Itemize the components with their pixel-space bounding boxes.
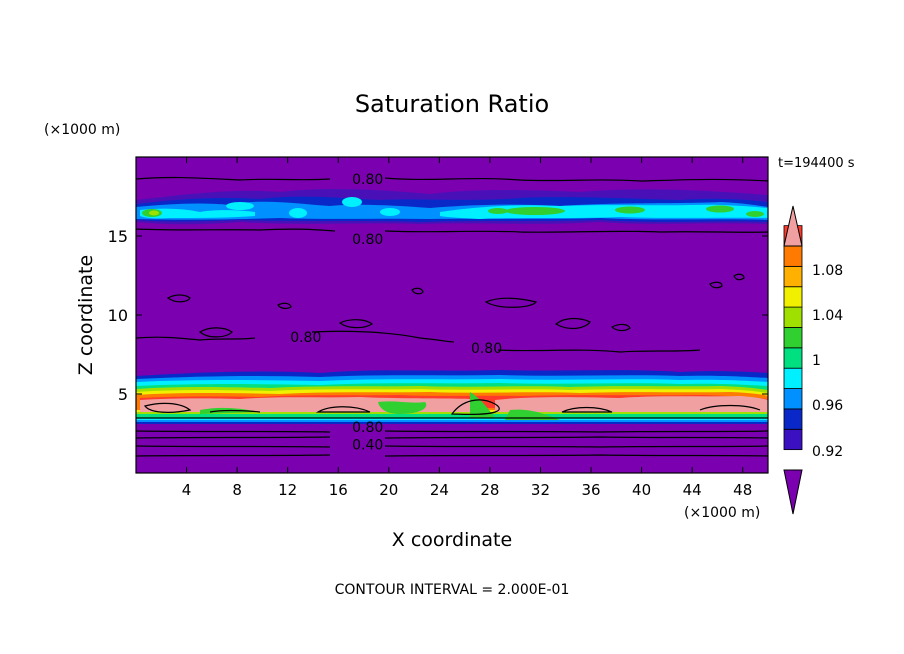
contour-label: 0.80: [352, 232, 383, 248]
y-tick-label: 5: [118, 385, 128, 404]
colorbar-swatch: [783, 367, 803, 389]
contour-labels: 0.80 0.80 0.80 0.80 0.80 0.40: [290, 172, 502, 453]
x-axis-ticks: 4 8 12 16 20 24 28 32 36 40 44 48: [182, 157, 752, 499]
x-tick-label: 40: [632, 481, 651, 499]
colorbar-swatch: [783, 327, 803, 349]
x-tick-label: 36: [581, 481, 600, 499]
x-tick-label: 16: [329, 481, 348, 499]
x-tick-label: 28: [480, 481, 499, 499]
y-unit-label: (×1000 m): [44, 122, 120, 138]
upper-band: [136, 188, 768, 225]
colorbar-swatch: [783, 408, 803, 430]
lower-band: [136, 370, 768, 424]
x-tick-label: 8: [232, 481, 242, 499]
y-tick-label: 15: [108, 227, 128, 246]
y-tick-label: 10: [108, 306, 128, 325]
colorbar-label: 1.08: [812, 263, 843, 279]
x-unit-label: (×1000 m): [684, 505, 760, 521]
time-label: t=194400 s: [778, 156, 855, 171]
x-tick-label: 44: [683, 481, 702, 499]
y-axis-label: Z coordinate: [75, 255, 97, 375]
colorbar-over-triangle: [783, 205, 803, 247]
contour-interval-footer: CONTOUR INTERVAL = 2.000E-01: [335, 582, 570, 598]
colorbar-label: 1: [812, 353, 821, 369]
colorbar-label: 0.96: [812, 398, 843, 414]
colorbar: 0.92 0.96 1 1.04 1.08: [783, 205, 843, 515]
x-tick-label: 24: [430, 481, 449, 499]
colorbar-swatch: [783, 428, 803, 451]
colorbar-swatch: [783, 306, 803, 328]
contour-label: 0.80: [290, 330, 321, 346]
contour-lines: [136, 176, 768, 457]
contour-label: 0.80: [471, 341, 502, 357]
contour-label: 0.40: [352, 438, 383, 454]
contour-label: 0.80: [352, 172, 383, 188]
contour-label: 0.80: [352, 420, 383, 436]
colorbar-label: 0.92: [812, 444, 843, 460]
colorbar-under-triangle: [783, 469, 803, 515]
colorbar-swatch: [783, 286, 803, 308]
y-axis-ticks: 5 10 15: [108, 227, 768, 404]
x-tick-label: 32: [531, 481, 550, 499]
chart-title: Saturation Ratio: [355, 90, 549, 118]
surface-layer: [136, 424, 768, 473]
colorbar-swatch: [783, 245, 803, 267]
x-axis-label: X coordinate: [392, 529, 512, 551]
saturation-field: [136, 157, 768, 473]
colorbar-label: 1.04: [812, 308, 843, 324]
colorbar-swatch: [783, 347, 803, 369]
x-tick-label: 20: [379, 481, 398, 499]
colorbar-swatch: [783, 388, 803, 410]
x-tick-label: 4: [182, 481, 192, 499]
colorbar-swatch: [783, 265, 803, 288]
x-tick-label: 48: [733, 481, 752, 499]
x-tick-label: 12: [278, 481, 297, 499]
